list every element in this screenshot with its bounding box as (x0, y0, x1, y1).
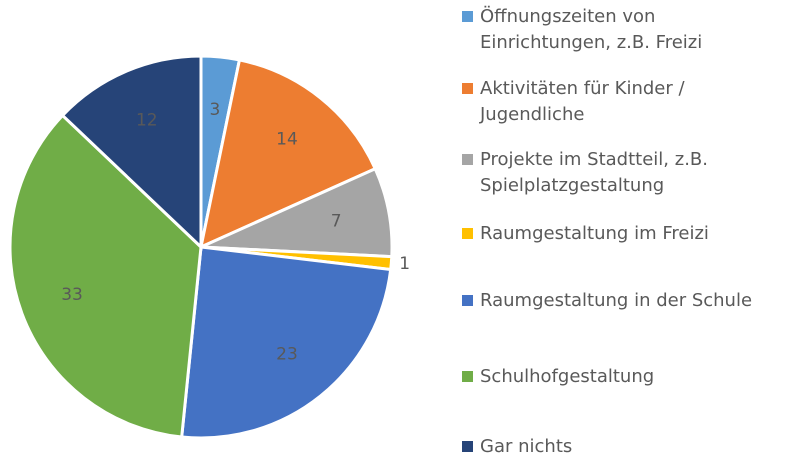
legend-entry: Raumgestaltung im Freizi (462, 221, 792, 247)
legend-swatch (462, 154, 473, 165)
data-label: 14 (276, 130, 298, 150)
legend-entry: Aktivitäten für Kinder / Jugendliche (462, 76, 792, 128)
data-label: 12 (136, 111, 158, 131)
legend-entry: Öffnungszeiten von Einrichtungen, z.B. F… (462, 4, 792, 56)
legend-label: Projekte im Stadtteil, z.B. Spielplatzge… (480, 149, 708, 196)
legend-swatch (462, 371, 473, 382)
legend-label: Raumgestaltung im Freizi (480, 223, 709, 244)
legend-swatch (462, 83, 473, 94)
legend-swatch (462, 11, 473, 22)
data-label: 23 (276, 344, 298, 364)
legend-swatch (462, 295, 473, 306)
pie-slice (180, 245, 393, 440)
legend-entry: Raumgestaltung in der Schule (462, 288, 792, 314)
legend-label: Gar nichts (480, 436, 573, 457)
legend-label: Schulhofgestaltung (480, 366, 655, 387)
legend-swatch (462, 228, 473, 239)
data-label: 7 (331, 212, 342, 232)
legend-label: Aktivitäten für Kinder / Jugendliche (480, 78, 685, 125)
legend-label: Raumgestaltung in der Schule (480, 290, 753, 311)
pie-slice (198, 58, 378, 250)
pie-slice (8, 113, 203, 439)
legend-swatch (462, 441, 473, 452)
legend-entry: Projekte im Stadtteil, z.B. Spielplatzge… (462, 147, 792, 199)
data-label: 33 (61, 285, 83, 305)
data-label: 3 (209, 100, 220, 120)
pie-area: 3 14 7 1 23 33 12 (8, 54, 410, 440)
pie-slice (60, 54, 203, 251)
legend-entry: Gar nichts (462, 434, 792, 460)
data-label: 1 (399, 254, 410, 274)
legend-entry: Schulhofgestaltung (462, 364, 792, 390)
legend-label: Öffnungszeiten von Einrichtungen, z.B. F… (480, 6, 703, 53)
